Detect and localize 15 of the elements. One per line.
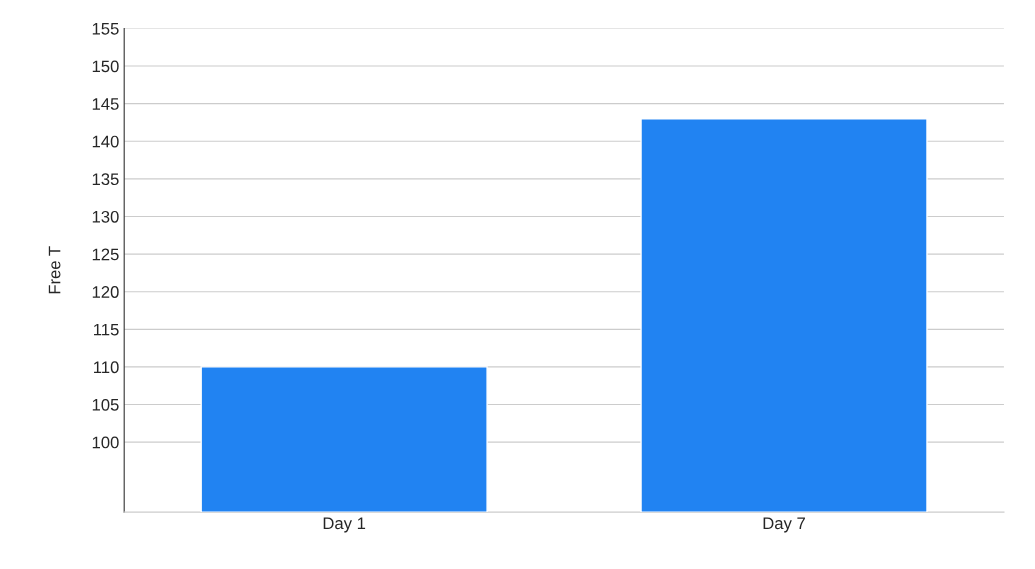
x-tick-label: Day 7 [763,517,805,533]
y-tick-label: 125 [92,248,119,261]
y-tick-label: 110 [94,361,119,374]
y-tick-label: 135 [92,173,119,186]
y-tick-label: 145 [92,98,119,110]
y-tick-label: 155 [92,23,119,35]
y-tick-label: 120 [92,286,119,298]
y-tick-label: 150 [92,60,119,73]
y-tick-label: 140 [92,135,119,148]
y-axis-title: Free T [48,246,61,294]
y-tick-label: 100 [92,436,119,449]
y-tick-label: 105 [92,398,119,411]
x-tick-label: Day 1 [323,517,366,533]
y-tick-label: 115 [94,323,119,336]
y-tick-label: 130 [92,210,119,223]
